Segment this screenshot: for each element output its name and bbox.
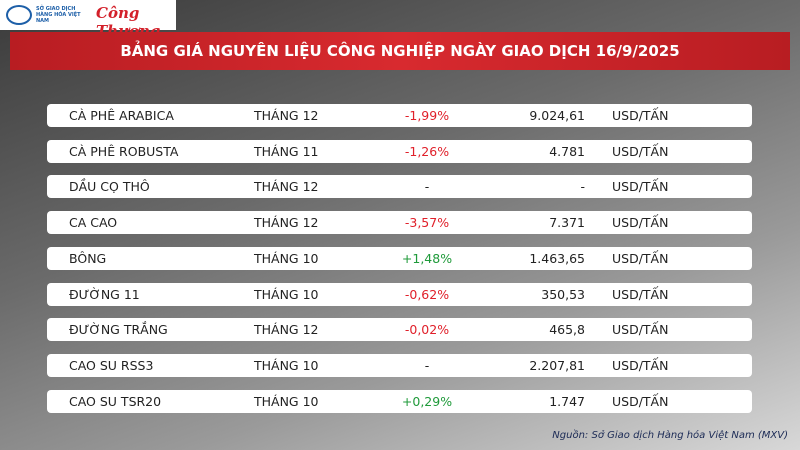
unit: USD/TẤN bbox=[612, 393, 669, 409]
table-row: CA CAO THÁNG 12 -3,57% 7.371 USD/TẤN bbox=[47, 211, 752, 235]
unit: USD/TẤN bbox=[612, 179, 669, 195]
contract-month: THÁNG 12 bbox=[254, 215, 319, 231]
unit: USD/TẤN bbox=[612, 357, 669, 373]
unit: USD/TẤN bbox=[612, 322, 669, 338]
table-row: DẦU CỌ THÔ THÁNG 12 - - USD/TẤN bbox=[47, 175, 752, 199]
commodity-name: CAO SU TSR20 bbox=[69, 393, 162, 409]
price: 1.463,65 bbox=[529, 250, 585, 266]
contract-month: THÁNG 12 bbox=[254, 108, 319, 123]
price: 1.747 bbox=[549, 393, 585, 409]
logo-text: SỞ GIAO DỊCH HÀNG HÓA VIỆT NAM bbox=[36, 6, 81, 24]
commodity-name: CAO SU RSS3 bbox=[69, 357, 154, 373]
table-row: CAO SU RSS3 THÁNG 10 - 2.207,81 USD/TẤN bbox=[47, 353, 752, 377]
price-change: -0,62% bbox=[404, 286, 450, 302]
price-change: - bbox=[424, 179, 430, 195]
commodity-name: CÀ PHÊ ROBUSTA bbox=[69, 143, 179, 159]
table-row: ĐƯỜNG 11 THÁNG 10 -0,62% 350,53 USD/TẤN bbox=[47, 282, 752, 306]
price-change: -0,02% bbox=[404, 322, 450, 338]
unit: USD/TẤN bbox=[612, 143, 669, 159]
price-change: - bbox=[424, 357, 430, 373]
unit: USD/TẤN bbox=[612, 250, 669, 266]
table-row: CÀ PHÊ ROBUSTA THÁNG 11 -1,26% 4.781 USD/TẤN bbox=[47, 139, 752, 163]
price: 350,53 bbox=[541, 286, 585, 302]
logo-mark bbox=[6, 5, 32, 25]
unit: USD/TẤN bbox=[612, 108, 669, 123]
price: 4.781 bbox=[549, 143, 585, 159]
price-change: +1,48% bbox=[401, 250, 453, 266]
price: 9.024,61 bbox=[529, 108, 585, 123]
table-row: ĐƯỜNG TRẮNG THÁNG 12 -0,02% 465,8 USD/TẤN bbox=[47, 318, 752, 342]
price-change: -3,57% bbox=[404, 215, 450, 231]
commodity-name: CA CAO bbox=[69, 215, 118, 231]
price: 465,8 bbox=[549, 322, 585, 338]
logo: SỞ GIAO DỊCH HÀNG HÓA VIỆT NAM Công Thươ… bbox=[0, 0, 176, 40]
contract-month: THÁNG 11 bbox=[254, 143, 319, 159]
price: 2.207,81 bbox=[529, 357, 585, 373]
contract-month: THÁNG 10 bbox=[254, 250, 319, 266]
banner: BẢNG GIÁ NGUYÊN LIỆU CÔNG NGHIỆP NGÀY GI… bbox=[10, 32, 790, 70]
commodity-name: ĐƯỜNG 11 bbox=[69, 286, 140, 302]
contract-month: THÁNG 12 bbox=[254, 322, 319, 338]
price-change: +0,29% bbox=[401, 393, 453, 409]
table-row: CAO SU TSR20 THÁNG 10 +0,29% 1.747 USD/TẤN bbox=[47, 389, 752, 413]
contract-month: THÁNG 10 bbox=[254, 286, 319, 302]
price-change: -1,99% bbox=[404, 108, 450, 123]
unit: USD/TẤN bbox=[612, 286, 669, 302]
commodity-name: CÀ PHÊ ARABICA bbox=[69, 108, 174, 123]
title: BẢNG GIÁ NGUYÊN LIỆU CÔNG NGHIỆP NGÀY GI… bbox=[120, 42, 680, 60]
table-row: BÔNG THÁNG 10 +1,48% 1.463,65 USD/TẤN bbox=[47, 246, 752, 270]
contract-month: THÁNG 10 bbox=[254, 357, 319, 373]
contract-month: THÁNG 10 bbox=[254, 393, 319, 409]
source: Nguồn: Sở Giao dịch Hàng hóa Việt Nam (M… bbox=[552, 430, 788, 441]
commodity-name: BÔNG bbox=[69, 250, 107, 266]
table-row: CÀ PHÊ ARABICA THÁNG 12 -1,99% 9.024,61 USD/… bbox=[47, 104, 752, 127]
price-change: -1,26% bbox=[404, 143, 450, 159]
commodity-name: DẦU CỌ THÔ bbox=[69, 179, 150, 195]
unit: USD/TẤN bbox=[612, 215, 669, 231]
commodity-name: ĐƯỜNG TRẮNG bbox=[69, 322, 168, 338]
price: - bbox=[580, 179, 585, 195]
contract-month: THÁNG 12 bbox=[254, 179, 319, 195]
price: 7.371 bbox=[549, 215, 585, 231]
